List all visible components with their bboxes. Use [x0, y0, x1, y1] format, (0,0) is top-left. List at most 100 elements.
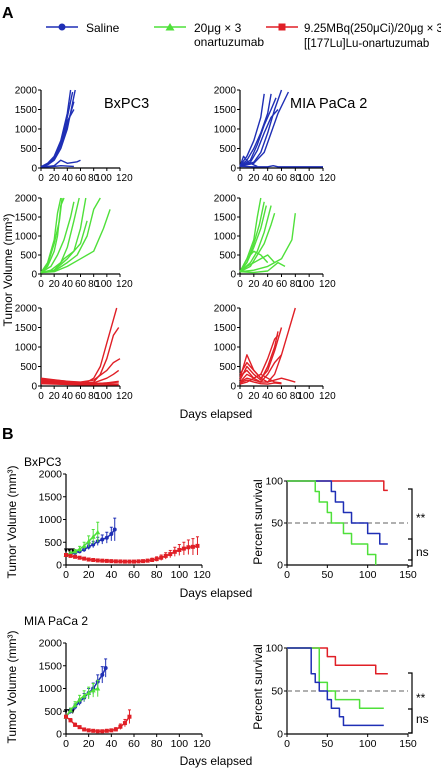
- x-tick-label: 80: [88, 279, 100, 290]
- x-tick-label: 0: [38, 173, 44, 184]
- lu-data-point: [91, 557, 96, 562]
- onartuzumab-data-point: [86, 538, 92, 544]
- x-tick-label: 100: [297, 391, 314, 402]
- b-bx-growth-chart: 0 500 1000 1500 2000 0 20 40 60 80 100 120: [39, 469, 211, 582]
- x-tick-label: 80: [151, 569, 163, 581]
- saline-series-line: [239, 97, 277, 168]
- y-tick-label: 2000: [15, 304, 38, 315]
- lu-data-point: [100, 558, 105, 563]
- saline-data-point: [100, 537, 105, 542]
- x-tick-label: 80: [290, 279, 302, 290]
- saline-series-line: [239, 155, 258, 168]
- x-tick-label: 120: [193, 569, 211, 581]
- y-tick-label: 2000: [39, 469, 63, 481]
- y-tick-label: 1000: [15, 232, 38, 243]
- treatment-marker: [64, 709, 68, 715]
- x-tick-label: 40: [62, 279, 74, 290]
- legend-label-onartuzumab-2: onartuzumab: [194, 35, 264, 49]
- lu-data-point: [100, 729, 105, 734]
- x-tick-label: 100: [297, 173, 314, 184]
- x-tick-label: 20: [248, 173, 260, 184]
- lu-data-point: [77, 555, 82, 560]
- x-tick-label: 0: [38, 279, 44, 290]
- lu-data-point: [113, 559, 118, 564]
- lu-series-line: [287, 480, 388, 492]
- x-tick-label: 100: [171, 569, 189, 581]
- onartuzumab-series-line: [40, 197, 62, 273]
- b-mia-survival-chart: 0 50 100 0 50 100 150: [265, 643, 416, 751]
- x-tick-label: 100: [171, 738, 189, 750]
- y-tick-label: 1000: [214, 343, 237, 354]
- y-tick-label: 1500: [214, 105, 237, 116]
- legend-onartuzumab: 20μg × 3 onartuzumab: [154, 21, 264, 49]
- lu-data-point: [145, 558, 150, 563]
- panel-b-label: B: [2, 426, 14, 443]
- y-tick-label: 1500: [15, 323, 38, 334]
- saline-data-point: [91, 542, 96, 547]
- b-bx-survival-chart: 0 50 100 0 50 100 150: [265, 476, 416, 582]
- x-tick-label: 60: [276, 173, 288, 184]
- legend-marker-saline: [58, 23, 66, 31]
- y-tick-label: 2000: [214, 194, 237, 205]
- legend-label-onartuzumab-1: 20μg × 3: [194, 21, 242, 35]
- y-tick-label: 1500: [15, 105, 38, 116]
- lu-data-point: [127, 559, 132, 564]
- x-tick-label: 150: [399, 569, 417, 581]
- y-tick-label: 100: [265, 643, 283, 655]
- x-tick-label: 0: [63, 738, 69, 750]
- lu-data-point: [109, 559, 114, 564]
- legend-label-lu-2-full: [177Lu]Lu-onartuzumab: [307, 38, 429, 50]
- onartuzumab-data-point: [95, 529, 101, 535]
- xlabel-b-mia: Days elapsed: [180, 754, 253, 768]
- x-tick-label: 0: [38, 391, 44, 402]
- onartuzumab-series-line: [239, 254, 276, 273]
- lu-data-point: [113, 727, 118, 732]
- saline-data-point: [103, 666, 108, 671]
- saline-series-line: [239, 93, 272, 167]
- x-tick-label: 20: [248, 391, 260, 402]
- y-tick-label: 0: [56, 560, 62, 572]
- x-tick-label: 20: [49, 279, 61, 290]
- lu-data-point: [82, 556, 87, 561]
- y-tick-label: 0: [31, 382, 37, 393]
- lu-data-point: [64, 714, 68, 719]
- x-tick-label: 80: [151, 738, 163, 750]
- lu-data-point: [73, 722, 78, 727]
- onartuzumab-data-point: [81, 543, 87, 548]
- onartuzumab-data-point: [77, 696, 83, 702]
- y-tick-label: 500: [44, 706, 62, 718]
- y-tick-label: 50: [271, 518, 283, 530]
- lu-series-line: [40, 358, 121, 383]
- bx-sig-on: ns: [416, 545, 429, 559]
- legend-lu: 9.25MBq(250μCi)/20μg × 3 [[177Lu]Lu-onar…: [266, 23, 441, 50]
- x-tick-label: 20: [49, 391, 61, 402]
- x-tick-label: 0: [237, 279, 243, 290]
- lu-data-point: [122, 721, 127, 726]
- legend-label-lu-2: [[177Lu]Lu-onartuzumab: [304, 38, 429, 50]
- x-tick-label: 40: [262, 173, 274, 184]
- bx-bracket-lu: [408, 488, 413, 561]
- x-tick-label: 150: [399, 738, 417, 750]
- onartuzumab-series-line: [239, 261, 286, 274]
- b-mia-growth-chart: 0 500 1000 1500 2000 0 20 40 60 80 100 120: [39, 638, 211, 751]
- lu-data-point: [190, 544, 195, 549]
- lu-data-point: [68, 553, 73, 558]
- x-tick-label: 120: [116, 279, 133, 290]
- lu-series-line: [239, 377, 296, 383]
- x-tick-label: 20: [83, 738, 95, 750]
- survival-ylabel-mia: Percent survival: [251, 644, 265, 729]
- legend-label-saline: Saline: [86, 21, 120, 35]
- x-tick-label: 40: [105, 738, 117, 750]
- lu-data-point: [186, 545, 191, 550]
- onartuzumab-data-point: [77, 546, 83, 552]
- x-tick-label: 120: [193, 738, 211, 750]
- title-a-mia: MIA PaCa 2: [290, 96, 367, 112]
- saline-series-line: [287, 647, 384, 727]
- lu-data-point: [95, 729, 100, 734]
- saline-data-point: [100, 672, 105, 677]
- lu-series-line: [239, 373, 282, 385]
- x-tick-label: 50: [321, 738, 333, 750]
